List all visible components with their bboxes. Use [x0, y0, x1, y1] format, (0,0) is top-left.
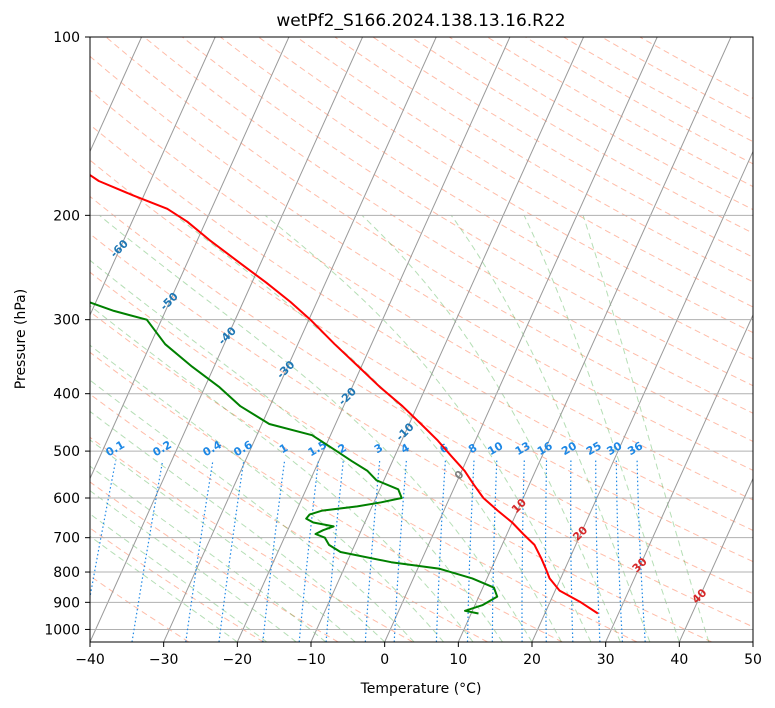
y-tick-label: 700 — [53, 531, 80, 547]
x-tick-label: 30 — [597, 652, 615, 668]
x-axis: −40 −30 −20 −10 0 10 20 30 40 50 — [75, 642, 762, 668]
moist-adiabat-line — [99, 214, 533, 642]
x-tick-label: 10 — [449, 652, 467, 668]
isotherm-line — [457, 37, 732, 642]
isotherm-line — [90, 37, 143, 153]
temperature-profile-line — [90, 173, 599, 615]
moist-adiabat-line — [90, 379, 415, 642]
x-tick-label: −20 — [223, 652, 253, 668]
y-tick-label: 600 — [53, 491, 80, 507]
dry-adiabat-line — [90, 527, 264, 642]
y-tick-label: 300 — [53, 313, 80, 329]
moist-adiabat-line — [361, 214, 621, 642]
mixing-ratio-line — [298, 460, 319, 642]
plot-frame — [89, 36, 754, 643]
isotherm-line — [236, 37, 511, 642]
dewpoint-profile-line — [90, 301, 499, 615]
moist-adiabat-line — [90, 305, 474, 642]
mixing-ratio-line — [90, 460, 117, 601]
mixing-ratio-line — [262, 460, 286, 642]
dry-adiabat-line — [220, 37, 753, 360]
dry-adiabat-line — [90, 233, 753, 628]
dry-adiabat-line — [105, 37, 753, 442]
isotherm-line — [90, 37, 290, 480]
moist-adiabat-line — [90, 490, 297, 642]
x-tick-label: −10 — [296, 652, 326, 668]
moist-adiabat-line — [90, 535, 238, 642]
x-tick-label: 0 — [380, 652, 389, 668]
dry-adiabat-line — [90, 55, 753, 471]
plot-area — [90, 37, 753, 642]
y-tick-label: 200 — [53, 208, 80, 224]
isotherm-line — [310, 37, 585, 642]
moist-adiabat-line — [90, 259, 503, 642]
moist-adiabat-line — [264, 214, 592, 642]
x-tick-label: −40 — [75, 652, 105, 668]
moist-adiabat-line — [90, 465, 327, 642]
y-axis-label: Pressure (hPa) — [13, 289, 29, 389]
y-tick-label: 800 — [53, 565, 80, 581]
y-tick-label: 100 — [53, 30, 80, 46]
dry-adiabat-line — [90, 311, 638, 642]
dry-adiabat-line — [90, 351, 563, 642]
y-tick-label: 1000 — [44, 622, 80, 638]
profile-lines — [90, 173, 599, 615]
isotherm-line — [163, 37, 437, 642]
moist-adiabat-line — [90, 344, 444, 642]
x-tick-label: 50 — [744, 652, 762, 668]
dry-adiabat-line — [90, 195, 753, 595]
y-axis: 100 200 300 400 500 600 700 800 900 1000 — [44, 30, 90, 638]
x-axis-label: Temperature (°C) — [360, 681, 482, 697]
chart-title: wetPf2_S166.2024.138.13.16.R22 — [276, 11, 565, 31]
dry-adiabat-line — [143, 37, 753, 414]
mixing-ratio-line — [131, 460, 164, 642]
x-tick-label: 40 — [670, 652, 688, 668]
mixing-ratio-line — [218, 460, 245, 642]
isotherm-line — [605, 313, 753, 642]
moist-adiabat-line — [450, 215, 651, 642]
isotherm-line — [90, 37, 364, 642]
moist-adiabat-line — [90, 513, 268, 642]
isotherm-line — [384, 37, 658, 642]
isotherm-line — [678, 477, 753, 642]
background-lines — [90, 37, 753, 642]
mixing-ratio-line — [185, 460, 214, 642]
dry-adiabat-line — [90, 481, 339, 642]
x-tick-label: 20 — [523, 652, 541, 668]
y-tick-label: 900 — [53, 595, 80, 611]
moist-adiabat-line — [523, 215, 680, 642]
y-tick-label: 400 — [53, 387, 80, 403]
x-tick-label: −30 — [149, 652, 179, 668]
dry-adiabat-line — [90, 271, 712, 642]
isotherm-line — [531, 150, 753, 642]
moist-adiabat-line — [90, 410, 386, 642]
isotherm-line — [90, 37, 216, 317]
y-tick-label: 500 — [53, 444, 80, 460]
dry-adiabat-line — [181, 37, 753, 387]
moist-adiabat-line — [582, 215, 710, 642]
